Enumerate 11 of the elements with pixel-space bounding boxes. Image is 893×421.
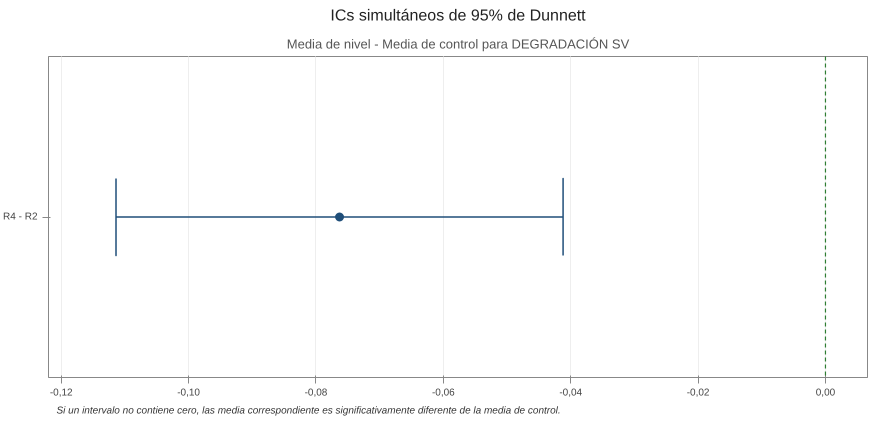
chart-title: ICs simultáneos de 95% de Dunnett [330, 8, 586, 24]
text: Si un intervalo no contiene cero, las media correspondiente es significativamente diferente de la media de control. [56, 406, 561, 416]
x-tick-label: -0,10 [177, 388, 200, 398]
chart-subtitle: Media de nivel - Media de control para DEGRADACIÓN SV [286, 36, 630, 52]
x-tick-label: -0,06 [432, 388, 456, 398]
y-tick-label: R4 - R2 [3, 212, 38, 222]
x-tick-label: -0,04 [559, 388, 583, 398]
x-tick-label: -0,08 [304, 388, 328, 398]
x-tick-label: -0,12 [50, 388, 74, 398]
x-tick-label: 0,00 [816, 388, 836, 398]
x-tick-label: -0,02 [686, 388, 710, 398]
